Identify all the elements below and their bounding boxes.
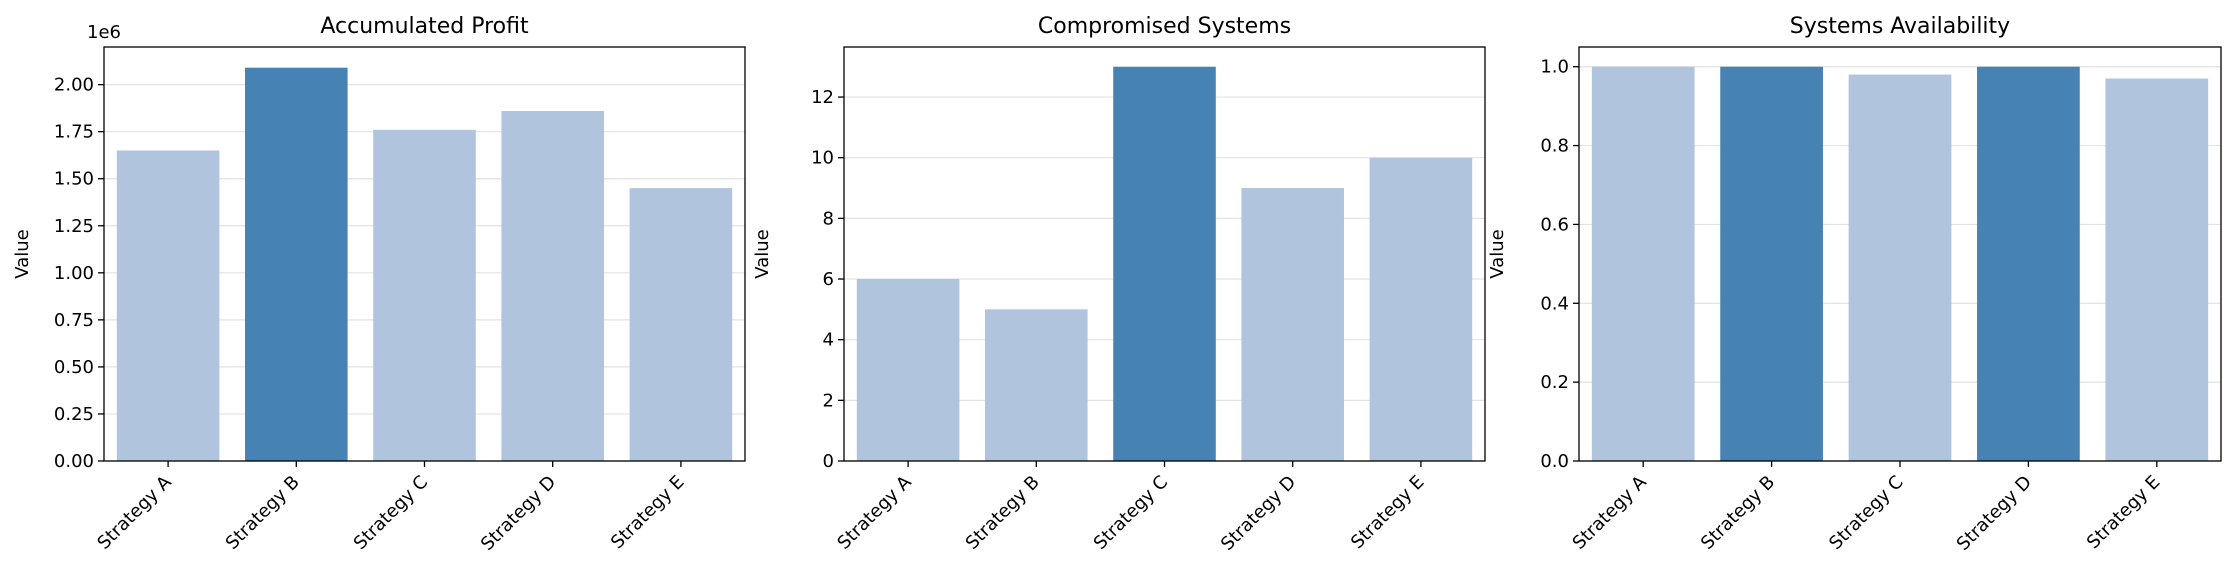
- y-tick-label: 0.2: [1540, 372, 1569, 393]
- y-tick-label: 1.50: [54, 169, 94, 190]
- x-tick-label: Strategy E: [607, 472, 688, 553]
- y-tick-label: 12: [811, 87, 834, 108]
- y-axis-label: Value: [12, 229, 33, 278]
- x-tick-label: Strategy A: [93, 471, 176, 554]
- x-tick-label: Strategy E: [1347, 472, 1428, 553]
- y-tick-label: 8: [823, 208, 834, 229]
- chart-panel-2: 0 2 4 6 8 10 12 Strategy A Strategy B Strategy C S…: [752, 14, 1486, 555]
- chart-title: Compromised Systems: [1038, 14, 1291, 39]
- y-tick-label: 0: [823, 451, 834, 472]
- x-tick-label: Strategy C: [350, 472, 432, 554]
- y-tick-label: 0.25: [54, 404, 94, 425]
- y-tick-label: 1.75: [54, 122, 94, 143]
- y-axis-label: Value: [1487, 229, 1508, 278]
- y-tick-label: 1.25: [54, 216, 94, 237]
- y-tick-label: 0.8: [1540, 136, 1569, 157]
- bar-strategy-d: [501, 110, 604, 462]
- bar-strategy-e: [629, 188, 733, 462]
- y-tick-label: 1.0: [1540, 57, 1569, 78]
- x-tick-label: Strategy E: [2083, 472, 2164, 553]
- x-tick-label: Strategy A: [1569, 471, 1652, 554]
- x-tick-label: Strategy B: [222, 472, 304, 554]
- bar-strategy-e: [1369, 157, 1473, 461]
- bar-strategy-c: [1848, 74, 1952, 461]
- bar-strategy-a: [856, 279, 960, 461]
- bar-strategy-b: [1720, 66, 1823, 461]
- y-tick-label: 10: [811, 148, 834, 169]
- y-offset-label: 1e6: [87, 22, 121, 43]
- bar-strategy-b: [985, 309, 1088, 461]
- y-tick-label: 2: [823, 390, 834, 411]
- y-tick-label: 0.6: [1540, 214, 1569, 235]
- y-tick-label: 2.00: [54, 75, 94, 96]
- chart-title: Accumulated Profit: [320, 14, 529, 39]
- y-tick-label: 0.50: [54, 357, 94, 378]
- y-tick-label: 0.4: [1540, 293, 1569, 314]
- bar-strategy-a: [116, 150, 220, 461]
- x-tick-label: Strategy C: [1090, 472, 1172, 554]
- y-tick-label: 4: [823, 330, 834, 351]
- y-tick-label: 6: [823, 269, 834, 290]
- chart-title: Systems Availability: [1790, 14, 2010, 39]
- chart-panel-1: 0.00 0.25 0.50 0.75 1.00 1.25 1.50 1.75 2.00 Stra…: [12, 14, 746, 555]
- x-tick-label: Strategy D: [1953, 472, 2036, 555]
- y-tick-label: 0.0: [1540, 451, 1569, 472]
- x-tick-label: Strategy D: [477, 472, 560, 555]
- y-axis-label: Value: [752, 229, 773, 278]
- x-tick-label: Strategy B: [1697, 472, 1779, 554]
- bar-strategy-c: [373, 129, 476, 462]
- bar-strategy-c: [1113, 66, 1216, 461]
- bar-strategy-d: [1241, 188, 1344, 462]
- y-tick-label: 0.75: [54, 310, 94, 331]
- x-tick-label: Strategy C: [1825, 472, 1907, 554]
- x-tick-label: Strategy A: [833, 471, 916, 554]
- x-tick-label: Strategy D: [1217, 472, 1300, 555]
- x-tick-label: Strategy B: [962, 472, 1044, 554]
- bar-strategy-a: [1591, 66, 1695, 461]
- bar-strategy-d: [1977, 66, 2080, 461]
- bar-strategy-b: [245, 67, 348, 461]
- y-tick-label: 1.00: [54, 263, 94, 284]
- bar-strategy-e: [2105, 78, 2209, 462]
- chart-panel-3: 0.0 0.2 0.4 0.6 0.8 1.0 Strategy A Strategy B St…: [1487, 14, 2222, 555]
- y-tick-label: 0.00: [54, 451, 94, 472]
